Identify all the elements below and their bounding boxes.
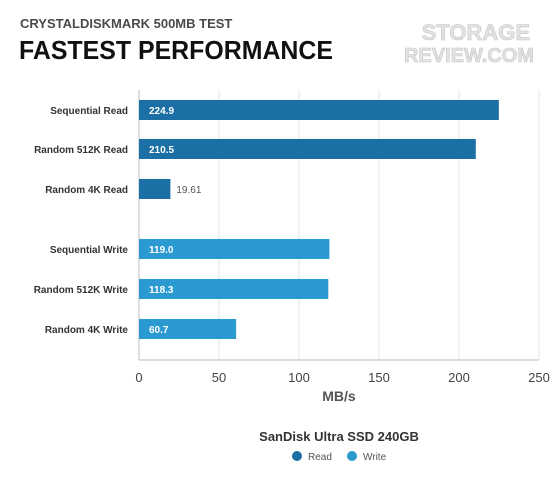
legend-label: Write xyxy=(363,452,387,463)
data-label: 19.61 xyxy=(176,185,201,196)
x-tick-label: 50 xyxy=(212,370,226,385)
category-labels: Sequential Read 224.9 Random 512K Read 210.… xyxy=(34,106,202,336)
bar-sequential-write xyxy=(139,239,330,259)
bar-random-4k-write xyxy=(139,319,237,339)
x-axis-label: MB/s xyxy=(322,388,356,404)
x-tick-label: 250 xyxy=(528,370,550,385)
x-tick-label: 0 xyxy=(135,370,142,385)
category-label: Random 4K Write xyxy=(45,325,129,336)
category-label: Sequential Read xyxy=(50,106,128,117)
category-label: Random 512K Read xyxy=(34,145,128,156)
x-tick-label: 150 xyxy=(368,370,390,385)
bars xyxy=(139,100,499,339)
legend-marker xyxy=(347,451,357,461)
category-label: Random 4K Read xyxy=(45,185,128,196)
category-label: Sequential Write xyxy=(50,245,129,256)
logo-line-2: REVIEW.COM xyxy=(404,45,534,67)
legend: Read Write xyxy=(292,451,387,463)
x-tick-label: 200 xyxy=(448,370,470,385)
legend-title: SanDisk Ultra SSD 240GB xyxy=(259,429,419,444)
category-label: Random 512K Write xyxy=(34,285,129,296)
bar-random-512k-write xyxy=(139,279,329,299)
site-logo: STORAGE REVIEW.COM xyxy=(404,20,535,68)
legend-marker xyxy=(292,451,302,461)
data-label: 60.7 xyxy=(149,325,169,336)
legend-label: Read xyxy=(308,452,332,463)
logo-line-1: STORAGE xyxy=(422,20,530,45)
chart-title: FASTEST PERFORMANCE xyxy=(19,35,333,65)
bar-random-512k-read xyxy=(139,139,476,159)
data-label: 118.3 xyxy=(149,285,174,296)
chart-subtitle: CRYSTALDISKMARK 500MB TEST xyxy=(20,16,232,31)
data-label: 119.0 xyxy=(149,245,174,256)
grid xyxy=(138,90,540,361)
data-label: 210.5 xyxy=(149,145,174,156)
x-tick-label: 100 xyxy=(288,370,310,385)
x-axis: 0 50 100 150 200 250 xyxy=(135,370,549,385)
bar-random-4k-read xyxy=(139,179,171,199)
bar-sequential-read xyxy=(139,100,499,120)
data-label: 224.9 xyxy=(149,106,174,117)
